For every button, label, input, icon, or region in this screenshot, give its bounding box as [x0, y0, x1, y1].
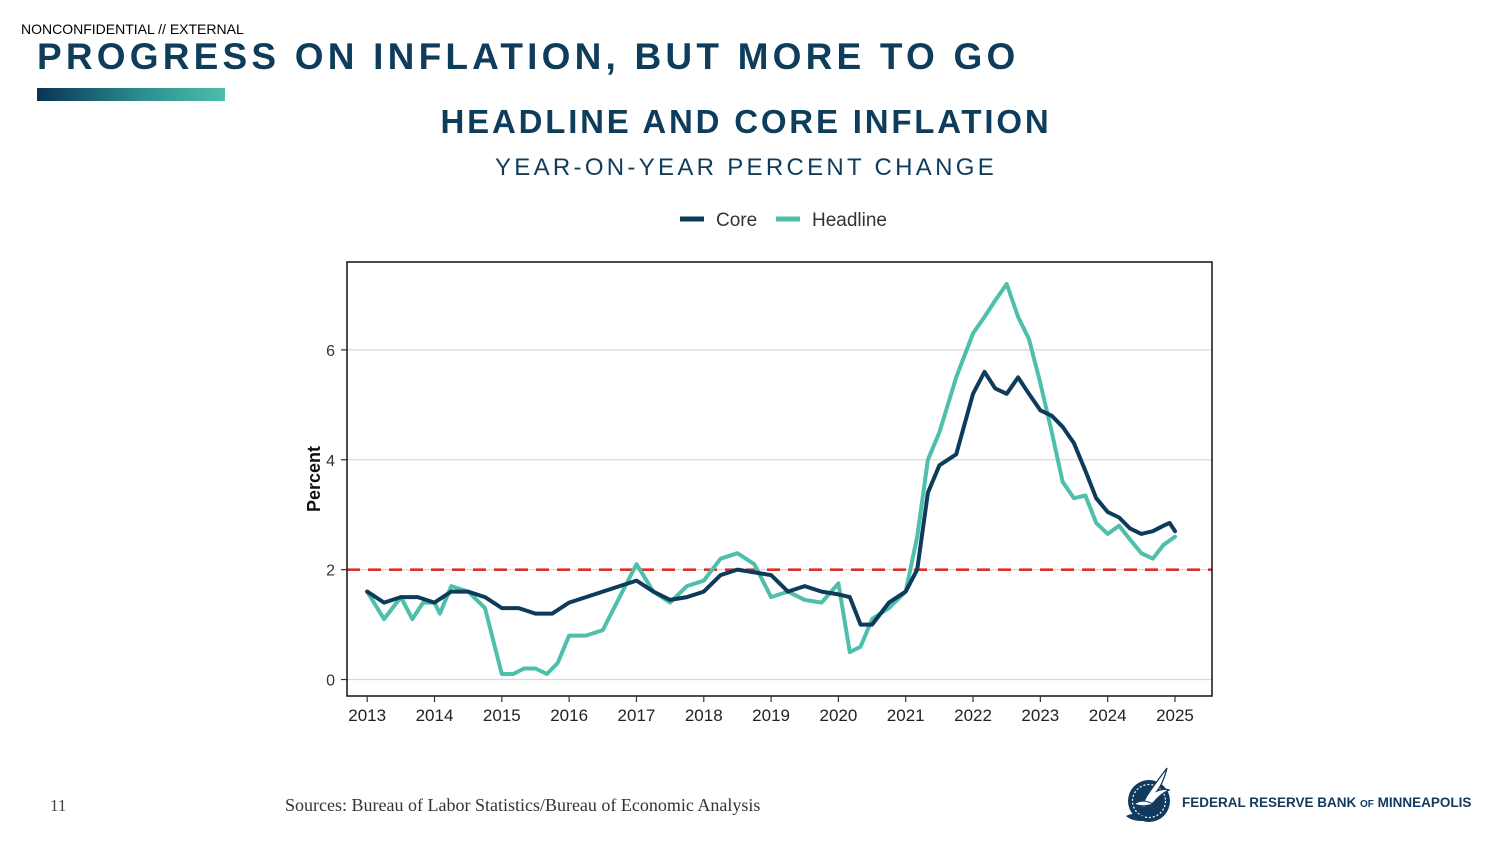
x-tick-label-2023: 2023 [1021, 706, 1059, 725]
x-axis-ticks: 2013 2014 2015 2016 2017 2018 2019 2020 2021 2022… [348, 696, 1194, 725]
chart-subtitle: YEAR-ON-YEAR PERCENT CHANGE [494, 154, 998, 181]
classification-label: NONCONFIDENTIAL // EXTERNAL [21, 21, 244, 37]
y-axis-label: Percent [304, 446, 324, 512]
logo-text-suffix: MINNEAPOLIS [1373, 795, 1472, 810]
series-lines [365, 282, 1177, 676]
x-tick-label-2021: 2021 [887, 706, 925, 725]
fed-minneapolis-logo: FEDERAL RESERVE BANK OF MINNEAPOLIS [1120, 764, 1471, 828]
x-tick-label-2025: 2025 [1156, 706, 1194, 725]
x-tick-label-2015: 2015 [483, 706, 521, 725]
series-line-core [365, 369, 1177, 627]
y-tick-label-4: 4 [326, 453, 335, 470]
gridlines [347, 349, 1212, 681]
plot-panel-border [346, 261, 1213, 697]
legend-core-label: Core [716, 210, 757, 231]
x-tick-label-2014: 2014 [416, 706, 454, 725]
legend-headline-label: Headline [812, 210, 887, 231]
logo-text-of: OF [1360, 799, 1374, 810]
y-tick-label-0: 0 [326, 673, 335, 690]
x-tick-label-2019: 2019 [752, 706, 790, 725]
logo-wordmark: FEDERAL RESERVE BANK OF MINNEAPOLIS [1182, 795, 1471, 810]
x-tick-label-2016: 2016 [550, 706, 588, 725]
x-tick-label-2017: 2017 [618, 706, 656, 725]
logo-text-prefix: FEDERAL RESERVE BANK [1182, 795, 1361, 810]
y-tick-label-2: 2 [326, 563, 335, 580]
x-tick-label-2024: 2024 [1089, 706, 1127, 725]
x-tick-label-2020: 2020 [819, 706, 857, 725]
x-tick-label-2022: 2022 [954, 706, 992, 725]
sources-note: Sources: Bureau of Labor Statistics/Bure… [285, 795, 761, 815]
slide-title: PROGRESS ON INFLATION, BUT MORE TO GO [37, 36, 1020, 77]
page-number: 11 [50, 796, 67, 815]
title-accent-bar [37, 88, 225, 101]
y-axis-ticks: 0 2 4 6 [326, 343, 347, 690]
x-tick-label-2013: 2013 [348, 706, 386, 725]
chart-legend: Core Headline [680, 210, 887, 231]
eagle-seal-icon [1126, 767, 1171, 822]
series-line-headline [365, 282, 1177, 676]
chart-title: HEADLINE AND CORE INFLATION [440, 103, 1052, 140]
x-tick-label-2018: 2018 [685, 706, 723, 725]
y-tick-label-6: 6 [326, 343, 335, 360]
